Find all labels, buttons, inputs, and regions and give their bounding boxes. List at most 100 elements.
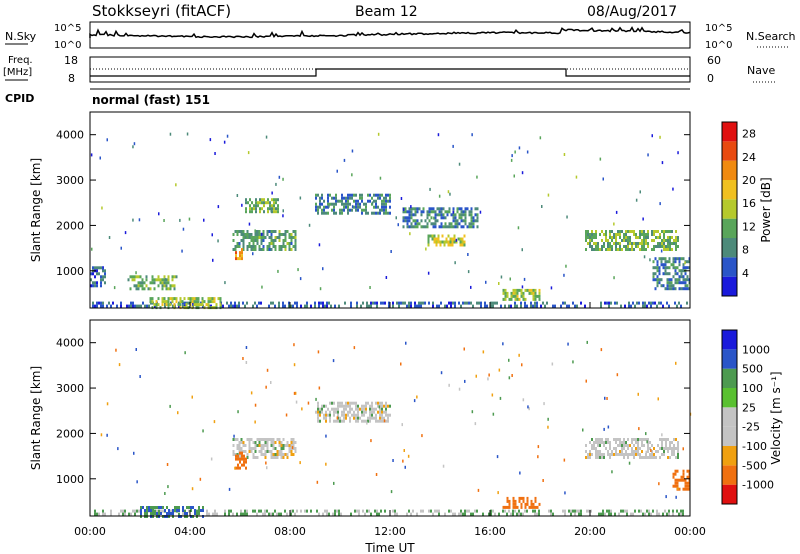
heatmap-cell	[170, 509, 172, 513]
heatmap-cell	[444, 222, 447, 226]
heatmap-cell	[264, 456, 267, 459]
heatmap-cell	[578, 509, 580, 513]
heatmap-cell	[236, 194, 239, 197]
heatmap-cell	[672, 472, 675, 476]
heatmap-cell	[593, 447, 595, 450]
heatmap-cell	[462, 301, 464, 305]
heatmap-cell	[597, 453, 599, 456]
heatmap-cell	[446, 225, 449, 229]
colorbar-tick-label: 25	[742, 401, 756, 414]
heatmap-cell	[405, 341, 407, 345]
heatmap-cell	[428, 509, 430, 513]
heatmap-cell	[246, 230, 249, 233]
heatmap-cell	[664, 509, 666, 513]
heatmap-cell	[98, 512, 100, 516]
heatmap-cell	[366, 301, 368, 305]
heatmap-cell	[380, 509, 382, 513]
heatmap-cell	[509, 277, 511, 281]
heatmap-cell	[219, 303, 222, 307]
heatmap-cell	[245, 460, 247, 464]
heatmap-cell	[506, 512, 508, 516]
heatmap-cell	[202, 509, 204, 512]
heatmap-cell	[254, 248, 257, 251]
heatmap-cell	[532, 294, 535, 298]
cpid-value: normal (fast) 151	[92, 93, 210, 107]
heatmap-cell	[514, 304, 516, 308]
heatmap-cell	[347, 404, 349, 408]
heatmap-cell	[668, 257, 671, 261]
heatmap-cell	[133, 275, 136, 279]
heatmap-cell	[591, 447, 593, 450]
heatmap-cell	[650, 449, 652, 452]
colorbar-tick-label: 20	[742, 174, 756, 187]
heatmap-cell	[238, 447, 241, 450]
heatmap-cell	[472, 225, 475, 229]
heatmap-cell	[104, 281, 106, 285]
heatmap-cell	[262, 239, 265, 242]
heatmap-cell	[635, 441, 637, 444]
heatmap-cell	[463, 240, 466, 244]
power-panel-bg	[90, 112, 690, 308]
heatmap-cell	[631, 242, 633, 245]
heatmap-cell	[659, 135, 661, 139]
heatmap-cell	[291, 446, 294, 450]
heatmap-cell	[102, 275, 104, 279]
heatmap-cell	[659, 242, 661, 245]
heatmap-cell	[331, 208, 333, 212]
heatmap-cell	[628, 301, 630, 305]
heatmap-cell	[672, 275, 675, 279]
heatmap-cell	[336, 509, 338, 513]
heatmap-cell	[593, 248, 595, 251]
heatmap-cell	[256, 239, 259, 242]
heatmap-cell	[650, 301, 652, 305]
heatmap-cell	[357, 413, 359, 417]
heatmap-cell	[323, 211, 325, 215]
heatmap-cell	[191, 297, 194, 301]
heatmap-cell	[337, 404, 339, 408]
heatmap-cell	[660, 301, 662, 305]
heatmap-cell	[161, 297, 164, 301]
heatmap-cell	[135, 287, 138, 291]
heatmap-cell	[347, 413, 349, 417]
heatmap-cell	[510, 297, 513, 301]
heatmap-cell	[674, 272, 677, 276]
heatmap-cell	[270, 450, 273, 453]
heatmap-cell	[99, 156, 101, 160]
heatmap-cell	[290, 236, 293, 239]
heatmap-cell	[337, 401, 339, 405]
heatmap-cell	[343, 419, 345, 423]
heatmap-cell	[447, 243, 450, 247]
heatmap-cell	[350, 512, 352, 516]
heatmap-cell	[266, 466, 268, 470]
heatmap-cell	[675, 230, 677, 233]
heatmap-cell	[381, 419, 383, 423]
heatmap-cell	[668, 512, 670, 516]
heatmap-cell	[248, 236, 251, 239]
heatmap-cell	[444, 216, 447, 220]
heatmap-cell	[538, 294, 541, 298]
heatmap-cell	[158, 212, 160, 216]
heatmap-cell	[382, 301, 384, 305]
heatmap-cell	[625, 245, 627, 248]
heatmap-cell	[633, 242, 635, 245]
heatmap-cell	[408, 304, 410, 308]
heatmap-cell	[603, 441, 605, 444]
y-tick-label: 3000	[56, 382, 84, 395]
heatmap-cell	[246, 233, 249, 236]
heatmap-cell	[379, 410, 381, 414]
heatmap-cell	[363, 419, 365, 423]
heatmap-cell	[682, 269, 685, 273]
heatmap-cell	[319, 410, 321, 414]
heatmap-cell	[480, 301, 482, 305]
heatmap-cell	[278, 233, 281, 236]
heatmap-cell	[288, 245, 291, 248]
heatmap-cell	[633, 450, 635, 453]
heatmap-cell	[357, 202, 359, 206]
heatmap-cell	[122, 509, 124, 513]
heatmap-cell	[508, 297, 511, 301]
heatmap-cell	[270, 242, 273, 245]
heatmap-cell	[165, 300, 168, 304]
heatmap-cell	[245, 457, 247, 461]
heatmap-cell	[389, 211, 391, 215]
heatmap-cell	[629, 236, 631, 239]
